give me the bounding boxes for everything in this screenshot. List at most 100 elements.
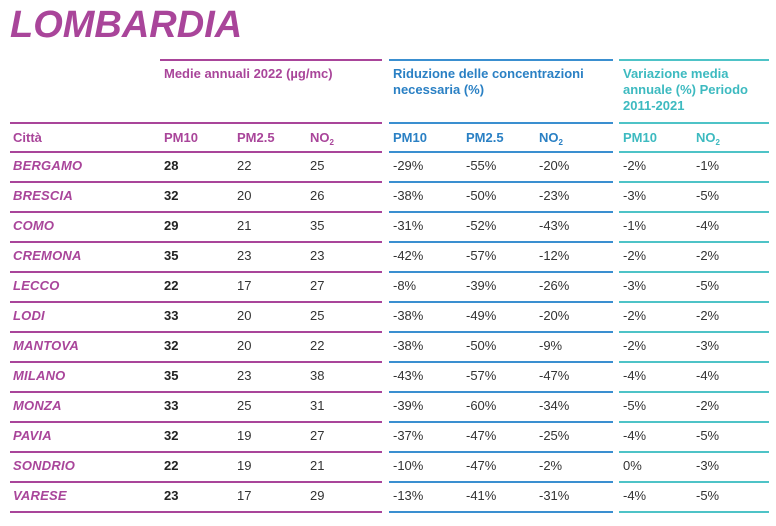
row-divider bbox=[619, 271, 769, 273]
divider bbox=[389, 59, 613, 61]
cell-red-no2: -47% bbox=[539, 368, 570, 383]
row-divider bbox=[10, 301, 382, 303]
cell-red-pm10: -31% bbox=[393, 218, 424, 233]
divider bbox=[619, 122, 769, 124]
cell-var-no2: -5% bbox=[696, 428, 720, 443]
cell-var-no2: -3% bbox=[696, 458, 720, 473]
cell-no2: 27 bbox=[310, 428, 325, 443]
cell-red-no2: -20% bbox=[539, 308, 570, 323]
column-header-var-no2: NO2 bbox=[696, 130, 720, 147]
cell-no2: 22 bbox=[310, 338, 325, 353]
cell-pm10: 23 bbox=[164, 488, 179, 503]
column-header-red-pm25: PM2.5 bbox=[466, 130, 504, 145]
cell-red-pm10: -38% bbox=[393, 338, 424, 353]
cell-var-no2: -2% bbox=[696, 308, 720, 323]
row-divider bbox=[619, 301, 769, 303]
cell-no2: 25 bbox=[310, 308, 325, 323]
cell-no2: 35 bbox=[310, 218, 325, 233]
cell-red-no2: -12% bbox=[539, 248, 570, 263]
cell-red-pm25: -41% bbox=[466, 488, 497, 503]
cell-var-no2: -3% bbox=[696, 338, 720, 353]
cell-red-no2: -31% bbox=[539, 488, 570, 503]
cell-pm25: 25 bbox=[237, 398, 252, 413]
row-divider bbox=[389, 271, 613, 273]
cell-pm25: 23 bbox=[237, 248, 252, 263]
row-divider bbox=[389, 511, 613, 513]
cell-red-no2: -2% bbox=[539, 458, 563, 473]
cell-red-pm25: -39% bbox=[466, 278, 497, 293]
cell-red-pm25: -50% bbox=[466, 188, 497, 203]
cell-red-no2: -9% bbox=[539, 338, 563, 353]
cell-red-no2: -25% bbox=[539, 428, 570, 443]
row-divider bbox=[619, 331, 769, 333]
row-divider bbox=[619, 421, 769, 423]
cell-pm10: 32 bbox=[164, 188, 179, 203]
cell-pm25: 17 bbox=[237, 278, 252, 293]
row-divider bbox=[10, 151, 382, 153]
divider bbox=[619, 59, 769, 61]
column-header-city: Città bbox=[13, 130, 42, 145]
cell-red-pm25: -57% bbox=[466, 248, 497, 263]
row-divider bbox=[10, 361, 382, 363]
row-divider bbox=[619, 151, 769, 153]
cell-red-pm25: -55% bbox=[466, 158, 497, 173]
cell-no2: 23 bbox=[310, 248, 325, 263]
row-divider bbox=[389, 331, 613, 333]
row-divider bbox=[389, 301, 613, 303]
row-divider bbox=[10, 421, 382, 423]
cell-red-pm25: -52% bbox=[466, 218, 497, 233]
column-header-var-pm10: PM10 bbox=[623, 130, 657, 145]
row-divider bbox=[389, 421, 613, 423]
city-name: PAVIA bbox=[13, 428, 52, 443]
cell-var-pm10: -3% bbox=[623, 278, 647, 293]
city-name: SONDRIO bbox=[13, 458, 76, 473]
divider bbox=[389, 122, 613, 124]
column-header-red-pm10: PM10 bbox=[393, 130, 427, 145]
row-divider bbox=[619, 361, 769, 363]
cell-pm10: 35 bbox=[164, 248, 179, 263]
cell-pm25: 19 bbox=[237, 428, 252, 443]
cell-pm10: 29 bbox=[164, 218, 179, 233]
group-header-variation: Variazione media annuale (%) Periodo 201… bbox=[623, 66, 748, 113]
cell-var-no2: -2% bbox=[696, 398, 720, 413]
divider bbox=[10, 122, 382, 124]
column-header-no2: NO2 bbox=[310, 130, 334, 147]
cell-pm25: 21 bbox=[237, 218, 252, 233]
column-header-red-no2: NO2 bbox=[539, 130, 563, 147]
cell-red-pm10: -29% bbox=[393, 158, 424, 173]
city-name: COMO bbox=[13, 218, 55, 233]
cell-pm25: 20 bbox=[237, 308, 252, 323]
cell-red-no2: -43% bbox=[539, 218, 570, 233]
cell-red-pm25: -50% bbox=[466, 338, 497, 353]
cell-red-pm10: -13% bbox=[393, 488, 424, 503]
cell-var-pm10: -3% bbox=[623, 188, 647, 203]
cell-red-pm25: -47% bbox=[466, 458, 497, 473]
city-name: VARESE bbox=[13, 488, 67, 503]
cell-var-pm10: -2% bbox=[623, 158, 647, 173]
page-title: LOMBARDIA bbox=[10, 4, 243, 46]
city-name: BRESCIA bbox=[13, 188, 73, 203]
cell-no2: 29 bbox=[310, 488, 325, 503]
cell-red-pm10: -38% bbox=[393, 308, 424, 323]
column-header-pm25: PM2.5 bbox=[237, 130, 275, 145]
row-divider bbox=[10, 181, 382, 183]
city-name: CREMONA bbox=[13, 248, 82, 263]
cell-var-no2: -1% bbox=[696, 158, 720, 173]
cell-no2: 27 bbox=[310, 278, 325, 293]
city-name: MANTOVA bbox=[13, 338, 79, 353]
group-header-annual: Medie annuali 2022 (µg/mc) bbox=[164, 66, 333, 81]
cell-pm25: 20 bbox=[237, 188, 252, 203]
cell-pm10: 22 bbox=[164, 458, 179, 473]
cell-var-pm10: 0% bbox=[623, 458, 642, 473]
city-name: BERGAMO bbox=[13, 158, 83, 173]
row-divider bbox=[10, 391, 382, 393]
row-divider bbox=[619, 451, 769, 453]
cell-red-pm10: -10% bbox=[393, 458, 424, 473]
group-header-reduction: Riduzione delle concentrazioni necessari… bbox=[393, 66, 584, 97]
cell-var-pm10: -4% bbox=[623, 488, 647, 503]
cell-var-pm10: -4% bbox=[623, 368, 647, 383]
cell-pm25: 20 bbox=[237, 338, 252, 353]
cell-var-pm10: -1% bbox=[623, 218, 647, 233]
cell-pm10: 28 bbox=[164, 158, 179, 173]
cell-red-pm25: -60% bbox=[466, 398, 497, 413]
